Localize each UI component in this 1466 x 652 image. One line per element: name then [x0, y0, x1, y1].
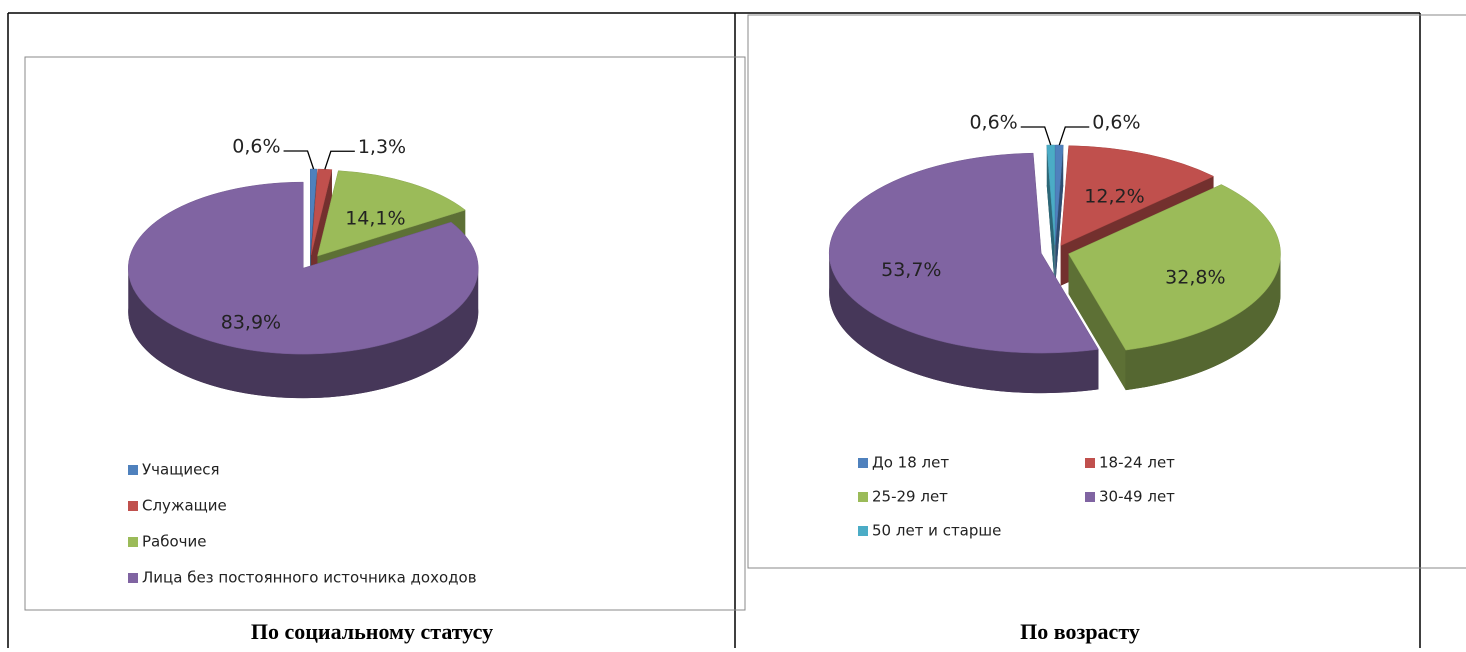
- chart-frame: [24, 56, 746, 611]
- legend-swatch: [128, 573, 138, 583]
- slice: [317, 170, 466, 257]
- chart-frame: [747, 14, 1466, 569]
- legend-swatch: [1085, 492, 1095, 502]
- slice-face: [1068, 253, 1126, 391]
- slice-side: [829, 253, 1099, 394]
- chart-title: По возрасту: [1020, 619, 1140, 644]
- legend-swatch: [128, 465, 138, 475]
- legend-label: 25-29 лет: [872, 488, 948, 506]
- legend-label: 30-49 лет: [1099, 488, 1175, 506]
- slice: [1060, 145, 1215, 247]
- legend-label: Учащиеся: [142, 461, 220, 479]
- data-label: 0,6%: [1092, 112, 1140, 134]
- slice: [310, 168, 333, 256]
- data-label: 14,1%: [345, 207, 405, 229]
- slice: [828, 152, 1099, 354]
- legend-swatch: [128, 537, 138, 547]
- legend-swatch: [858, 526, 868, 536]
- slice-face: [1055, 145, 1064, 286]
- slice: [127, 181, 479, 355]
- legend-label: До 18 лет: [872, 454, 949, 472]
- data-label: 12,2%: [1084, 186, 1144, 208]
- leader-line: [1058, 126, 1090, 146]
- leader-line: [283, 150, 315, 170]
- legend-label: Служащие: [142, 497, 227, 515]
- slice-face: [1046, 145, 1055, 286]
- data-label: 1,3%: [358, 136, 406, 158]
- legend-swatch: [858, 458, 868, 468]
- data-label: 32,8%: [1165, 267, 1225, 289]
- leader-line: [1020, 126, 1052, 146]
- data-label: 53,7%: [881, 259, 941, 281]
- slice: [1068, 184, 1281, 351]
- leader-line: [324, 150, 355, 170]
- legend-swatch: [128, 501, 138, 511]
- slice: [1055, 144, 1064, 246]
- data-label: 0,6%: [969, 112, 1017, 134]
- data-label: 83,9%: [221, 311, 281, 333]
- slice-side: [128, 268, 479, 399]
- data-label: 0,6%: [232, 136, 280, 158]
- legend-label: 18-24 лет: [1099, 454, 1175, 472]
- legend-label: Рабочие: [142, 533, 207, 551]
- slice-side: [1125, 253, 1281, 391]
- slice: [1046, 144, 1055, 246]
- legend-label: Лица без постоянного источника доходов: [142, 569, 477, 587]
- legend-swatch: [1085, 458, 1095, 468]
- chart-title: По социальному статусу: [251, 619, 493, 644]
- legend-label: 50 лет и старше: [872, 522, 1001, 540]
- legend-swatch: [858, 492, 868, 502]
